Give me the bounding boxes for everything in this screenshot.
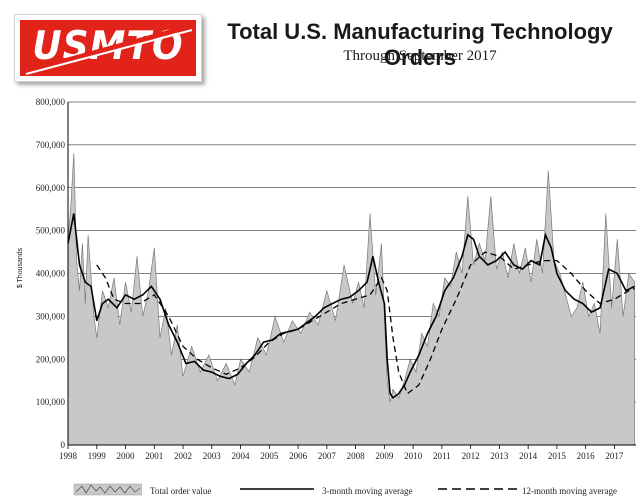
x-tick-label: 2010 <box>404 451 423 461</box>
y-tick-label: 100,000 <box>36 397 66 407</box>
line-layer <box>67 213 635 399</box>
x-tick-label: 2005 <box>260 451 279 461</box>
y-tick-label: 600,000 <box>36 183 66 193</box>
x-tick-label: 2009 <box>375 451 394 461</box>
legend-swatch-dashed <box>438 488 518 490</box>
x-tick-label: 2016 <box>577 451 596 461</box>
x-tick-label: 2012 <box>462 451 480 461</box>
legend-item-3month: 3-month moving average <box>236 478 456 500</box>
x-tick-label: 2015 <box>548 451 567 461</box>
y-axis-label: $ Thousands <box>17 247 24 288</box>
x-tick-label: 1999 <box>88 451 107 461</box>
x-tick-label: 2017 <box>605 451 624 461</box>
header: USMTO Total U.S. Manufacturing Technolog… <box>0 0 640 90</box>
y-tick-label: 200,000 <box>36 354 66 364</box>
area-layer <box>67 153 635 446</box>
x-tick-label: 2001 <box>145 451 163 461</box>
legend-label-total: Total order value <box>150 486 212 496</box>
logo-red-panel: USMTO <box>20 20 196 76</box>
x-tick-label: 2002 <box>174 451 192 461</box>
x-tick-label: 2004 <box>232 451 251 461</box>
chart-subtitle: Through September 2017 <box>343 48 497 64</box>
usmto-logo: USMTO <box>14 14 202 82</box>
legend-swatch-solid <box>240 488 314 490</box>
x-tick-label: 1998 <box>59 451 78 461</box>
y-tick-label: 0 <box>61 440 66 450</box>
y-tick-label: 700,000 <box>36 140 66 150</box>
x-tick-label: 2011 <box>433 451 451 461</box>
y-tick-label: 300,000 <box>36 311 66 321</box>
axis-layer: 0 100,000 200,000 300,000 400,000 500,000 600,… <box>36 97 636 461</box>
logo-swoosh-icon <box>23 23 193 75</box>
x-tick-label: 2000 <box>117 451 136 461</box>
series-3-month-average <box>67 213 635 399</box>
series-total-order-value <box>67 153 635 446</box>
chart-title: Total U.S. Manufacturing Technology Orde… <box>227 19 613 70</box>
y-tick-label: 800,000 <box>36 97 66 107</box>
y-tick-label: 500,000 <box>36 226 66 236</box>
x-tick-label: 2014 <box>519 451 538 461</box>
series-12-month-average <box>96 251 635 395</box>
legend-swatch-area <box>73 483 142 496</box>
legend-item-total: Total order value <box>72 478 292 500</box>
legend-item-12month: 12-month moving average <box>434 478 640 500</box>
x-tick-label: 2003 <box>203 451 222 461</box>
x-tick-label: 2008 <box>347 451 366 461</box>
x-tick-label: 2013 <box>490 451 509 461</box>
legend-label-12month: 12-month moving average <box>522 486 617 496</box>
y-tick-label: 400,000 <box>36 269 66 279</box>
chart-legend: Total order value 3-month moving average… <box>0 478 640 500</box>
legend-label-3month: 3-month moving average <box>322 486 413 496</box>
x-tick-label: 2007 <box>318 451 337 461</box>
orders-chart: 0 100,000 200,000 300,000 400,000 500,000 600,… <box>17 97 636 461</box>
x-tick-label: 2006 <box>289 451 308 461</box>
